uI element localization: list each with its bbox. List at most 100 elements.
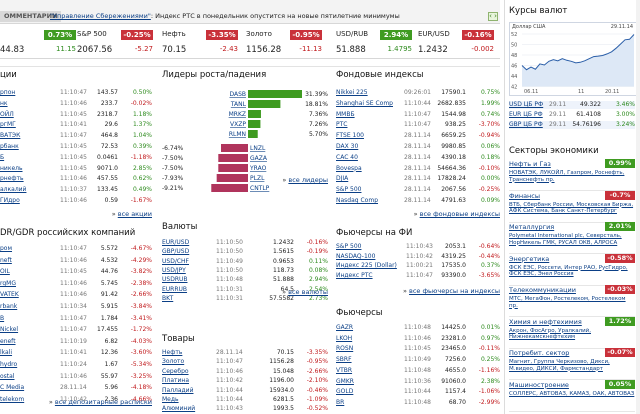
- row-name[interactable]: Золото: [162, 358, 185, 366]
- table-row[interactable]: B 11:10:47 1.784 -3.41%: [0, 315, 152, 323]
- table-row[interactable]: ром 11:10:47 5.572 -4.67%: [0, 245, 152, 253]
- table-row[interactable]: SBRF 11:10:49 7256.0 0.25%: [336, 356, 500, 364]
- sector-name[interactable]: Нефть и Газ: [509, 160, 551, 168]
- row-name[interactable]: ОЙЛ: [0, 110, 14, 118]
- row-name[interactable]: ргМГ: [0, 121, 16, 129]
- row-name[interactable]: neft: [0, 256, 12, 264]
- row-name[interactable]: Медь: [162, 396, 179, 403]
- table-row[interactable]: рбанк 11:10:45 72.53 0.39%: [0, 143, 152, 151]
- row-name[interactable]: USD/JPY: [162, 266, 186, 274]
- row-name[interactable]: S&P 500: [336, 186, 362, 194]
- table-row[interactable]: Bovespa 28.11.14 54664.36 -0.10%: [336, 165, 500, 173]
- row-name[interactable]: VTBR: [336, 366, 353, 374]
- sector-companies[interactable]: СОЛЛЕРС, АВТОВАЗ, КАМАЗ, ОАК, АВТОВАЗ: [509, 390, 635, 397]
- table-row[interactable]: DAX 30 28.11.14 9980.85 0.06%: [336, 143, 500, 151]
- table-row[interactable]: ОЙЛ 11:10:45 2318.7 1.18%: [0, 111, 152, 119]
- shares-more-link[interactable]: все акции: [117, 210, 152, 218]
- sector-item[interactable]: Машиностроение 0.05% СОЛЛЕРС, АВТОВАЗ, КАМ…: [509, 379, 635, 412]
- row-name[interactable]: GAZR: [336, 324, 354, 331]
- sector-companies[interactable]: ВТБ, Сбербанк России, Московская Биржа, …: [509, 201, 634, 215]
- row-name[interactable]: ВАТЭК: [0, 132, 21, 140]
- table-row[interactable]: Алюминий 11:10:43 1993.5 -0.52%: [162, 405, 328, 413]
- row-name[interactable]: NASDAQ-100: [336, 252, 376, 260]
- index-futures-more-link[interactable]: все фьючерсы на индексы: [409, 287, 500, 295]
- row-name[interactable]: VATEK: [0, 291, 19, 299]
- quote-4[interactable]: USD/RUB 2.94% 51.888 1.4795: [336, 30, 416, 58]
- row-name[interactable]: DJIA: [336, 175, 349, 183]
- gdr-more-link[interactable]: все депозитарные расписки: [54, 398, 152, 406]
- quote-0[interactable]: 0.73% 44.83 11.15: [0, 30, 80, 58]
- row-name[interactable]: C Media: [0, 384, 25, 392]
- table-row[interactable]: C Media 28.11.14 5.96 -4.18%: [0, 384, 152, 392]
- table-row[interactable]: USD/CHF 11:10:49 0.9653 0.11%: [162, 258, 328, 266]
- table-row[interactable]: LKOH 11:10:46 23281.0 0.97%: [336, 335, 500, 343]
- table-row[interactable]: NASDAQ-100 11:10:42 4319.25 -0.44%: [336, 253, 500, 261]
- rates-row[interactable]: USD ЦБ РФ 29.11 49.322 3.46%: [509, 101, 635, 109]
- table-row[interactable]: ММВБ 11:10:47 1544.98 0.74%: [336, 111, 500, 119]
- row-name[interactable]: EUR/USD: [162, 239, 190, 246]
- sector-item[interactable]: Металлургия 2.01% Polymetal International …: [509, 221, 635, 254]
- sector-item[interactable]: Энергетика -0.58% ФСК ЕЭС, Россети, Интер …: [509, 253, 635, 286]
- row-name[interactable]: рпон: [0, 89, 16, 96]
- table-row[interactable]: Shanghai SE Comp 11:10:44 2682.835 1.99%: [336, 100, 500, 108]
- sector-name[interactable]: Химия и нефтехимия: [509, 317, 582, 326]
- sector-name[interactable]: Энергетика: [509, 254, 550, 263]
- sector-item[interactable]: Потребит. сектор -0.07% Магнит, Группа Чер…: [509, 347, 635, 380]
- row-name[interactable]: GMKR: [336, 377, 354, 385]
- row-name[interactable]: ROSN: [336, 345, 354, 353]
- row-name[interactable]: SBRF: [336, 356, 352, 364]
- table-row[interactable]: GMKR 11:10:36 91060.0 2.38%: [336, 378, 500, 386]
- sector-companies[interactable]: Акрон, ФосАгро, Уралкалий, Нижнекамскнеф…: [509, 327, 591, 341]
- row-name[interactable]: Алюминий: [162, 405, 196, 413]
- table-row[interactable]: EUR/USD 11:10:50 1.2432 -0.16%: [162, 239, 328, 247]
- table-row[interactable]: CAC 40 28.11.14 4390.18 0.18%: [336, 154, 500, 162]
- sector-companies[interactable]: МТС, МегаФон, Ростелеком, Ростелеком пр.: [509, 296, 626, 309]
- table-row[interactable]: ргМГ 11:10:41 29.6 1.37%: [0, 121, 152, 129]
- indices-more-link[interactable]: все фондовые индексы: [419, 210, 500, 218]
- rates-row[interactable]: EUR ЦБ РФ 29.11 61.4108 3.00%: [509, 111, 635, 119]
- table-row[interactable]: USD/JPY 11:10:50 118.73 0.08%: [162, 267, 328, 275]
- table-row[interactable]: USDRUB 11:10:48 51.888 2.94%: [162, 276, 328, 284]
- table-row[interactable]: BKT 11:10:31 57.5582 2.73%: [162, 295, 328, 303]
- table-row[interactable]: Золото 11:10:47 1156.28 -0.95%: [162, 358, 328, 366]
- table-row[interactable]: GBP/USD 11:10:50 1.5615 -0.19%: [162, 248, 328, 256]
- table-row[interactable]: Медь 11:10:44 6281.5 -1.09%: [162, 396, 328, 404]
- row-name[interactable]: lkali: [0, 349, 13, 357]
- row-name[interactable]: никель: [0, 164, 23, 172]
- sector-name[interactable]: Потребит. сектор: [509, 349, 570, 357]
- row-name[interactable]: Нефть: [162, 349, 183, 356]
- sector-companies[interactable]: НОВАТЭК, ЛУКОЙЛ, Газпром, Роснефть, Тран…: [509, 170, 625, 183]
- row-name[interactable]: Индекс 225 (Dollar): [336, 262, 397, 269]
- table-row[interactable]: нк 11:10:46 233.7 -0.02%: [0, 100, 152, 108]
- rate-name[interactable]: EUR ЦБ РФ: [509, 111, 543, 118]
- row-name[interactable]: EURRUB: [162, 285, 188, 293]
- row-name[interactable]: eneft: [0, 337, 16, 345]
- row-name[interactable]: Платина: [162, 377, 190, 385]
- sector-name[interactable]: Телекоммуникации: [509, 286, 576, 294]
- table-row[interactable]: Серебро 11:10:46 15.048 -2.66%: [162, 368, 328, 376]
- leaders-more-link[interactable]: все лидеры: [288, 176, 328, 184]
- row-name[interactable]: FTSE 100: [336, 132, 364, 140]
- table-row[interactable]: OIL 11:10:45 44.76 -3.82%: [0, 268, 152, 276]
- quote-1[interactable]: S&P 500 -0.25% 2067.56 -5.27: [77, 30, 157, 58]
- row-name[interactable]: rbank: [0, 303, 18, 310]
- table-row[interactable]: DJIA 28.11.14 17828.24 0.00%: [336, 175, 500, 183]
- row-name[interactable]: нк: [0, 99, 8, 107]
- row-name[interactable]: Палладий: [162, 386, 194, 394]
- table-row[interactable]: VATEK 11:10:46 91.42 -2.66%: [0, 291, 152, 299]
- fx-more-link[interactable]: все валюты: [288, 288, 328, 296]
- table-row[interactable]: BR 11:10:48 68.70 -2.99%: [336, 399, 500, 407]
- sector-item[interactable]: Финансы -0.7% ВТБ, Сбербанк России, Москов…: [509, 190, 635, 223]
- sector-companies[interactable]: Polymetal International plc, Северсталь,…: [509, 233, 622, 246]
- table-row[interactable]: GAZR 11:10:48 14425.0 0.01%: [336, 324, 500, 332]
- table-row[interactable]: VTBR 11:10:48 4655.0 -1.16%: [336, 367, 500, 375]
- ticker-news-link[interactable]: "Управление Сбережениями": [50, 12, 151, 20]
- page-scrollbar[interactable]: [636, 0, 640, 414]
- table-row[interactable]: GOLD 11:10:44 1157.4 -1.06%: [336, 388, 500, 396]
- rates-row[interactable]: GBP ЦБ РФ 29.11 54.76196 3.24%: [509, 121, 635, 129]
- row-name[interactable]: telekom: [0, 395, 25, 403]
- row-name[interactable]: LKOH: [336, 334, 353, 342]
- table-row[interactable]: Nasdaq Comp 28.11.14 4791.63 0.09%: [336, 197, 500, 205]
- table-row[interactable]: рпон 11:10:47 143.57 0.50%: [0, 89, 152, 97]
- table-row[interactable]: lkali 11:10:41 12.36 -3.60%: [0, 349, 152, 357]
